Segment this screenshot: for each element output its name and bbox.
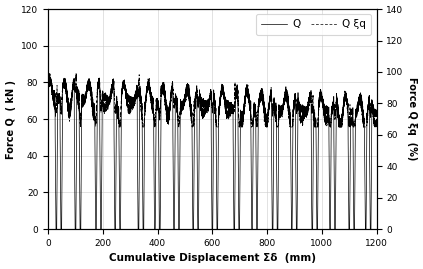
Q ξq — [218, 91, 223, 94]
Q ξq — [63, 83, 68, 86]
Q — [245, 91, 250, 95]
Q ξq — [47, 72, 52, 75]
Q ξq — [46, 84, 51, 87]
Y-axis label: Force Q  ( kN ): Force Q ( kN ) — [5, 80, 16, 159]
X-axis label: Cumulative Displacement Σδ  (mm): Cumulative Displacement Σδ (mm) — [109, 253, 316, 263]
Line: Q: Q — [48, 79, 376, 229]
Q ξq — [245, 89, 250, 93]
Q — [63, 79, 68, 82]
Q — [46, 84, 51, 88]
Q — [214, 156, 219, 159]
Y-axis label: Force Q ξq  (%): Force Q ξq (%) — [407, 77, 418, 161]
Q — [47, 77, 52, 80]
Q — [374, 109, 379, 112]
Q — [53, 228, 58, 231]
Q — [218, 94, 223, 97]
Legend: Q, Q ξq: Q, Q ξq — [256, 14, 371, 35]
Q ξq — [117, 125, 122, 129]
Q ξq — [94, 99, 99, 102]
Q — [131, 102, 136, 105]
Q ξq — [374, 118, 379, 121]
Line: Q ξq: Q ξq — [48, 73, 376, 127]
Q ξq — [214, 125, 219, 129]
Q — [94, 165, 99, 168]
Q ξq — [131, 102, 136, 105]
